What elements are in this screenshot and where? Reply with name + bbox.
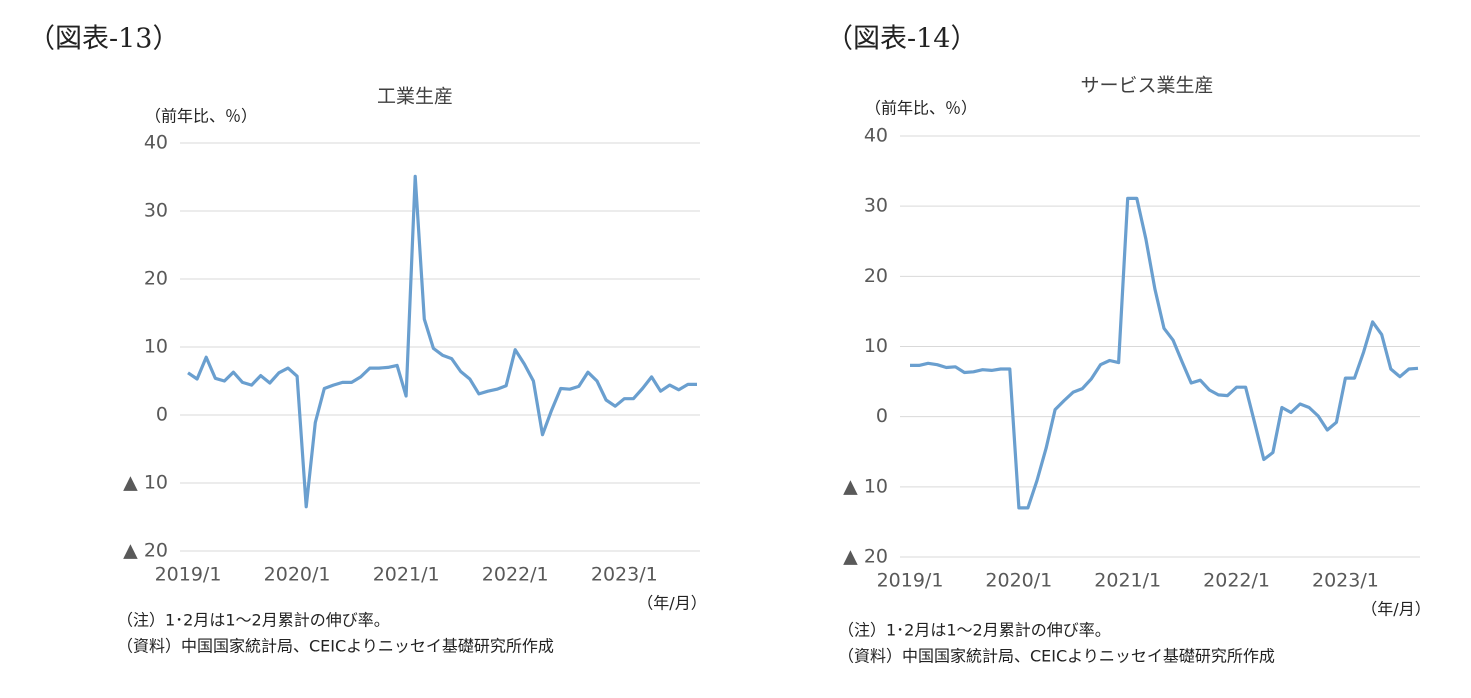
x-tick-label: 2022/1 [482, 564, 549, 586]
y-tick-label: 30 [144, 200, 168, 222]
y-tick-label: 20 [144, 268, 168, 290]
chart-title: サービス業生産 [1080, 75, 1213, 97]
y-tick-label: 30 [864, 195, 888, 217]
y-tick-label: 10 [144, 336, 168, 358]
x-tick-label: 2020/1 [264, 564, 331, 586]
x-tick-label: 2019/1 [877, 570, 944, 592]
x-tick-label: 2023/1 [1312, 570, 1379, 592]
x-axis-label: （年/月） [637, 594, 706, 613]
figure-label: （図表-14） [826, 24, 977, 55]
y-tick-label: 10 [864, 335, 888, 357]
y-tick-label: ▲ 20 [123, 540, 168, 562]
x-tick-label: 2022/1 [1203, 570, 1270, 592]
y-axis-label: （前年比、％） [145, 107, 257, 126]
x-tick-label: 2020/1 [985, 570, 1052, 592]
note: （注）1･2月は1～2月累計の伸び率。 [838, 621, 1111, 640]
y-tick-label: 0 [156, 404, 168, 426]
x-axis-label: （年/月） [1361, 600, 1430, 619]
figure-label: （図表-13） [28, 24, 179, 55]
chart-title: 工業生産 [377, 86, 453, 108]
y-tick-label: ▲ 10 [123, 472, 168, 494]
x-tick-label: 2019/1 [155, 564, 222, 586]
x-tick-label: 2021/1 [373, 564, 440, 586]
y-tick-label: ▲ 20 [843, 546, 888, 568]
x-tick-label: 2023/1 [591, 564, 658, 586]
y-tick-label: ▲ 10 [843, 475, 888, 497]
data-line [187, 174, 697, 509]
y-tick-label: 0 [876, 405, 888, 427]
note: （資料）中国国家統計局、CEICよりニッセイ基礎研究所作成 [117, 637, 554, 656]
data-line [910, 196, 1419, 510]
y-axis-label: （前年比、％） [865, 99, 977, 118]
note: （注）1･2月は1～2月累計の伸び率。 [117, 611, 390, 630]
x-tick-label: 2021/1 [1094, 570, 1161, 592]
y-tick-label: 40 [864, 125, 888, 147]
y-tick-label: 40 [144, 132, 168, 154]
y-tick-label: 20 [864, 265, 888, 287]
note: （資料）中国国家統計局、CEICよりニッセイ基礎研究所作成 [838, 647, 1275, 666]
